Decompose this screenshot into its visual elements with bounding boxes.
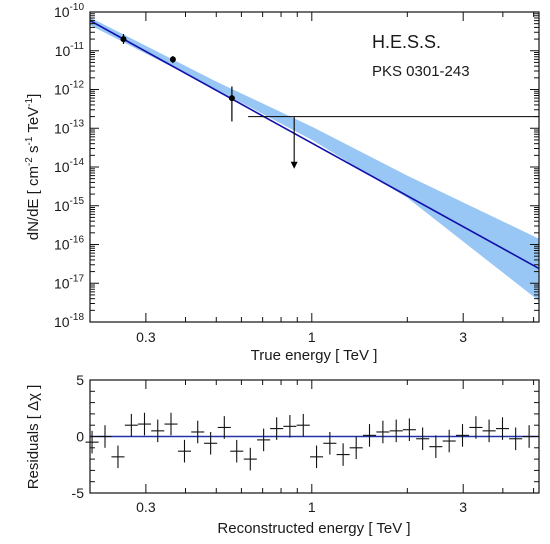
annotation-source: PKS 0301-243 <box>372 63 470 80</box>
residuals-panel: 0.3 1 3 5 0 -5 Reconstructed energy [ TeV ] R… <box>25 372 540 537</box>
y-label-sup-2: -1 <box>24 136 35 145</box>
spectrum-x-tick-label: 1 <box>308 329 316 345</box>
spectrum-y-tick-label: 10-18 <box>54 312 84 330</box>
flux-points-layer <box>120 34 235 122</box>
residuals-y-tick-label: -5 <box>72 485 85 501</box>
y-label-sup-1: -2 <box>24 157 35 166</box>
residuals-x-tick-label: 0.3 <box>136 499 156 515</box>
spectrum-x-tick-label: 3 <box>459 329 467 345</box>
residuals-x-axis-label: Reconstructed energy [ TeV ] <box>217 520 410 537</box>
flux-point <box>228 95 235 102</box>
fit-confidence-band <box>90 17 539 301</box>
spectrum-panel: 0.3 1 3 10-10 10-11 10-12 10-13 10-14 10-15 10-16… <box>24 2 540 364</box>
fit-line-layer <box>89 19 540 270</box>
residuals-x-tick-label: 3 <box>459 499 467 515</box>
residual-points-layer <box>85 412 536 471</box>
spectrum-tick-labels: 0.3 1 3 10-10 10-11 10-12 10-13 10-14 10-15 10-16… <box>54 2 467 345</box>
spectrum-y-tick-label: 10-10 <box>54 2 84 20</box>
residuals-y-tick-label: 0 <box>76 429 84 445</box>
residuals-ticks <box>89 379 539 494</box>
upper-limit-layer <box>248 116 539 169</box>
spectrum-y-tick-label: 10-12 <box>54 80 84 98</box>
y-label-s: s <box>25 145 42 157</box>
spectrum-ticks <box>89 12 539 323</box>
residuals-y-axis-label: Residuals [ Δχ ] <box>25 385 42 490</box>
y-label-end: ] <box>25 94 42 98</box>
spectrum-x-axis-label: True energy [ TeV ] <box>251 347 378 364</box>
spectrum-x-tick-label: 0.3 <box>136 329 156 345</box>
spectrum-y-axis-label: dN/dE [ cm-2 s-1 TeV-1] <box>24 94 42 241</box>
spectrum-y-tick-label: 10-14 <box>54 157 84 175</box>
residuals-x-tick-label: 1 <box>308 499 316 515</box>
fit-line <box>89 19 540 270</box>
spectrum-y-tick-label: 10-16 <box>54 235 84 253</box>
y-label-sup-3: -1 <box>24 97 35 106</box>
annotation-hess: H.E.S.S. <box>372 32 441 52</box>
upper-limit-arrow-head <box>290 161 298 169</box>
y-label-tev: TeV <box>25 107 42 137</box>
fit-band-layer <box>90 17 539 301</box>
flux-point <box>120 36 127 43</box>
spectrum-y-tick-label: 10-15 <box>54 196 84 214</box>
residuals-tick-labels: 0.3 1 3 5 0 -5 <box>72 372 468 515</box>
spectrum-y-tick-label: 10-17 <box>54 273 84 291</box>
flux-point <box>169 56 176 63</box>
spectrum-y-tick-label: 10-13 <box>54 118 84 136</box>
residuals-y-tick-label: 5 <box>76 372 84 388</box>
spectrum-y-tick-label: 10-11 <box>55 41 85 59</box>
y-label-main: dN/dE [ cm <box>25 166 42 240</box>
